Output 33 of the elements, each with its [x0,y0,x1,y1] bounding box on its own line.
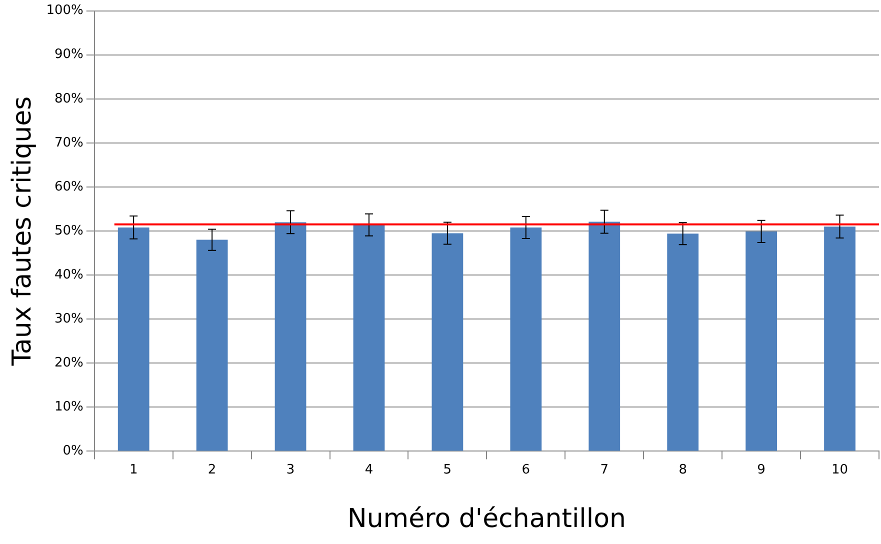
bar [667,234,699,451]
x-tick-label: 2 [208,462,216,478]
x-tick-label: 3 [286,462,295,478]
x-tick-label: 8 [678,462,687,478]
y-axis-title: Taux fautes critiques [7,96,38,367]
y-tick-label: 40% [54,267,84,282]
x-tick-label: 5 [443,462,452,478]
y-tick-label: 100% [46,3,84,18]
x-tick-label: 9 [757,462,766,478]
bar [353,224,385,451]
y-tick-label: 70% [54,135,84,150]
y-tick-label: 80% [54,91,84,106]
x-tick-label: 10 [831,462,848,478]
bar [824,226,856,451]
bar [432,233,464,451]
x-tick-label: 6 [522,462,530,478]
bar [118,227,150,451]
y-tick-label: 90% [54,47,84,62]
bar [510,227,542,451]
x-axis-title: Numéro d'échantillon [347,504,626,534]
y-tick-label: 50% [54,223,84,238]
y-tick-label: 0% [62,444,84,459]
x-tick-label: 1 [129,462,138,478]
y-tick-label: 20% [54,355,84,370]
bar [196,240,228,451]
x-tick-label: 4 [364,462,374,478]
y-tick-label: 60% [54,179,84,194]
x-tick-label: 7 [600,462,609,478]
y-tick-label: 30% [54,311,84,326]
y-tick-label: 10% [54,400,84,415]
bar [274,222,306,451]
bar [746,231,777,451]
bar [588,222,620,451]
